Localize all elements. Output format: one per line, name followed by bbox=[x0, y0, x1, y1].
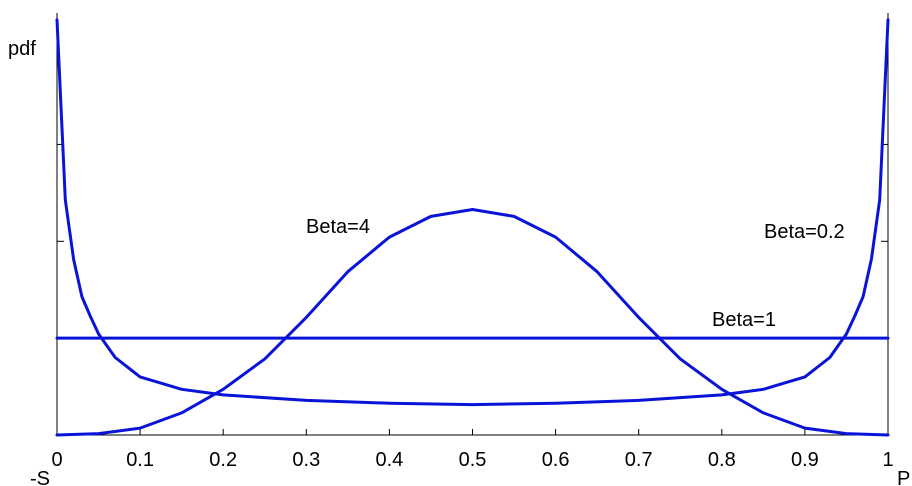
series-lines bbox=[55, 18, 890, 437]
x-tick-label-9: 0.9 bbox=[791, 449, 819, 471]
y-axis-label: pdf bbox=[8, 38, 36, 60]
x-tick-label-8: 0.8 bbox=[708, 449, 736, 471]
x-tick-label-1: 0.1 bbox=[126, 449, 154, 471]
x-tick-label-10: 1 bbox=[882, 449, 893, 471]
x-axis-ticks: 0 0.1 0.2 0.3 0.4 0.5 0.6 0.7 0.8 0.9 1 bbox=[51, 429, 894, 471]
x-axis-left-label: -S bbox=[30, 468, 50, 486]
x-tick-label-7: 0.7 bbox=[625, 449, 653, 471]
x-tick-label-0: 0 bbox=[51, 449, 62, 471]
x-tick-label-2: 0.2 bbox=[209, 449, 237, 471]
annotation-beta-1: Beta=1 bbox=[712, 309, 776, 331]
series-line-beta-0-2 bbox=[55, 18, 890, 407]
x-tick-label-5: 0.5 bbox=[459, 449, 487, 471]
x-tick-label-4: 0.4 bbox=[375, 449, 403, 471]
x-tick-label-3: 0.3 bbox=[292, 449, 320, 471]
annotation-beta-0-2: Beta=0.2 bbox=[764, 221, 845, 243]
x-axis-right-label: P bbox=[897, 468, 910, 486]
x-tick-label-6: 0.6 bbox=[542, 449, 570, 471]
annotation-beta-4: Beta=4 bbox=[306, 216, 370, 238]
series-line-beta-4 bbox=[55, 208, 890, 437]
